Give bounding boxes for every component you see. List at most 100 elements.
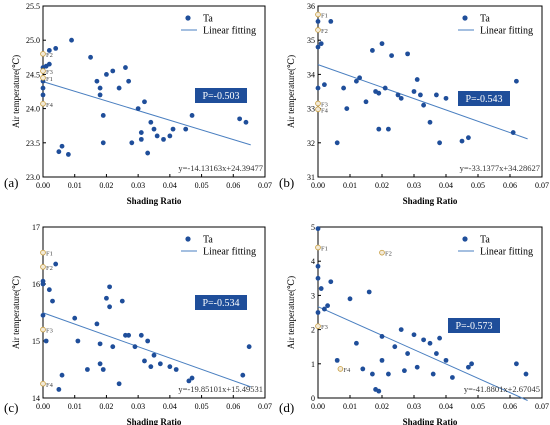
x-tick-label: 0.00 <box>311 402 325 411</box>
legend-point-label: Ta <box>203 235 213 246</box>
highlight-point <box>315 106 321 113</box>
data-point <box>341 85 346 91</box>
x-tick-label: 0.01 <box>68 402 82 411</box>
data-point <box>167 133 173 139</box>
data-point <box>65 152 71 157</box>
fit-equation: y=-33.1377x+34.28627 <box>460 163 540 173</box>
data-point <box>110 344 116 350</box>
x-tick-label: 0.00 <box>36 181 50 190</box>
data-point <box>104 72 109 77</box>
data-point <box>189 375 195 381</box>
data-point <box>189 113 195 118</box>
y-tick-label: 35 <box>307 36 315 45</box>
data-point <box>427 340 433 346</box>
p-value-box <box>195 88 247 103</box>
data-point <box>40 312 46 318</box>
data-point <box>392 344 398 350</box>
data-point <box>418 92 423 98</box>
data-point <box>59 372 65 378</box>
x-tick-label: 0.02 <box>375 402 389 411</box>
y-tick-label: 5 <box>311 223 315 232</box>
data-point <box>123 65 128 70</box>
data-point <box>100 367 106 372</box>
data-point <box>97 92 103 98</box>
data-point <box>138 136 144 142</box>
data-point <box>186 378 192 384</box>
highlight-label: F4 <box>343 367 351 374</box>
highlight-point <box>315 11 321 18</box>
y-tick-label: 23.0 <box>26 173 40 182</box>
p-value-box <box>448 318 500 333</box>
p-value-text: P=-0.573 <box>455 321 492 332</box>
x-tick-label: 0.03 <box>407 402 421 411</box>
data-point <box>322 306 327 312</box>
plot-frame <box>42 5 266 178</box>
data-point <box>126 78 132 84</box>
highlight-label: F2 <box>385 251 392 258</box>
legend-point-label: Ta <box>203 14 213 25</box>
x-tick-label: 0.07 <box>535 181 549 190</box>
y-tick-label: 0 <box>311 394 315 403</box>
legend-point-icon <box>185 15 191 21</box>
data-point <box>405 351 410 356</box>
fit-line <box>317 306 528 401</box>
data-point <box>94 321 100 327</box>
y-tick-label: 33 <box>307 105 315 114</box>
data-point <box>161 136 166 142</box>
highlight-point <box>315 27 321 33</box>
data-point <box>116 85 122 91</box>
data-point <box>427 119 433 125</box>
y-tick-label: 25.5 <box>26 2 40 11</box>
p-value-box <box>458 91 510 106</box>
data-point <box>148 364 154 370</box>
data-point <box>411 332 417 338</box>
y-tick-label: 14 <box>32 394 40 403</box>
panel-label: (b) <box>279 175 294 190</box>
x-tick-label: 0.04 <box>439 402 453 411</box>
data-point <box>376 388 382 394</box>
legend-line-label: Linear fitting <box>203 26 256 37</box>
highlight-label: F3 <box>321 324 328 331</box>
highlight-point <box>315 244 321 251</box>
data-point <box>104 295 109 301</box>
data-point <box>132 344 138 350</box>
data-point <box>138 332 144 338</box>
data-point <box>434 92 439 98</box>
data-point <box>357 75 362 81</box>
y-tick-label: 3 <box>311 291 315 300</box>
data-point <box>126 332 132 338</box>
y-tick-label: 24.0 <box>26 105 40 114</box>
plot-frame <box>317 5 543 178</box>
data-point <box>129 140 135 146</box>
data-point <box>50 298 55 304</box>
data-point <box>370 371 375 377</box>
fit-equation: y=-14.13163x+24.39477 <box>178 163 263 173</box>
data-point <box>240 372 246 378</box>
highlight-point <box>40 51 46 57</box>
x-tick-label: 0.03 <box>131 181 145 190</box>
data-point <box>46 61 52 67</box>
data-point <box>116 381 122 387</box>
plot-frame <box>42 226 266 399</box>
fit-line <box>42 81 251 146</box>
data-point <box>173 367 179 372</box>
data-point <box>347 296 353 302</box>
data-point <box>97 341 103 347</box>
highlight-point <box>40 68 46 74</box>
legend-point-icon <box>185 236 191 242</box>
y-tick-label: 31 <box>307 173 315 182</box>
data-point <box>510 130 516 135</box>
y-tick-label: 2 <box>311 326 315 335</box>
data-point <box>138 130 144 135</box>
highlight-label: F2 <box>46 265 53 272</box>
data-point <box>315 263 321 269</box>
x-tick-label: 0.04 <box>163 402 177 411</box>
data-point <box>414 77 420 82</box>
highlight-point <box>315 323 321 329</box>
data-point <box>145 338 151 344</box>
highlight-label: F4 <box>321 107 329 114</box>
x-tick-label: 0.02 <box>99 181 113 190</box>
chart-panel-1: 0.00 0.01 0.02 0.03 0.04 0.05 0.06 0.07 23.0 23.5… <box>4 2 272 206</box>
data-point <box>376 126 382 132</box>
